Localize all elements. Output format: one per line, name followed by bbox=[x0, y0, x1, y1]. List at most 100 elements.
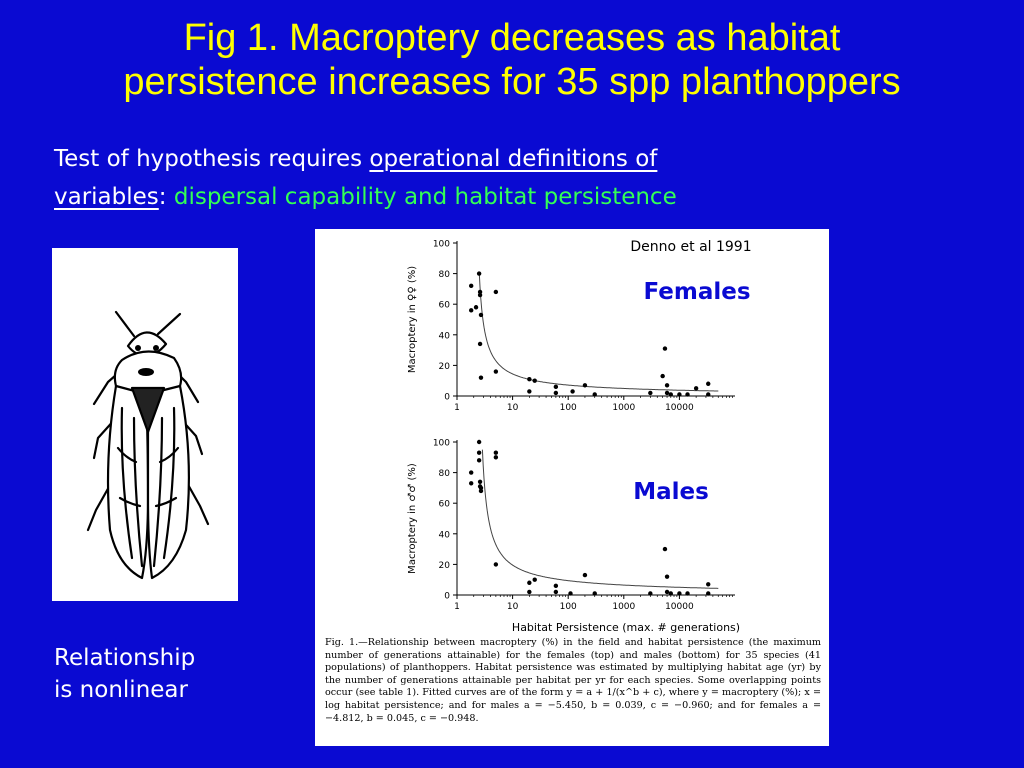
data-point-males bbox=[664, 589, 670, 595]
left-caption: Relationship is nonlinear bbox=[54, 642, 195, 706]
data-point-females bbox=[477, 341, 483, 347]
fitted-curve-males bbox=[481, 449, 719, 589]
data-point-males bbox=[648, 591, 653, 596]
data-point-females bbox=[527, 389, 532, 394]
data-point-females bbox=[706, 381, 711, 386]
y-axis-label-males: Macroptery in ♂♂ (%) bbox=[407, 463, 418, 574]
data-point-females bbox=[493, 289, 499, 295]
y-tick-label-males: 60 bbox=[439, 500, 451, 510]
fitted-curve-females bbox=[478, 271, 719, 392]
data-point-males bbox=[478, 488, 484, 494]
data-point-females bbox=[693, 386, 699, 391]
scatter-chart: Denno et al 1991FemalesMales020406080100… bbox=[407, 239, 752, 634]
figure-citation: Denno et al 1991 bbox=[630, 239, 751, 255]
data-point-males bbox=[493, 455, 499, 460]
y-tick-label-females: 60 bbox=[439, 301, 451, 311]
data-point-females bbox=[468, 283, 474, 289]
intro-colon: : bbox=[158, 184, 167, 210]
x-tick-label-females: 10 bbox=[507, 403, 519, 413]
data-point-females bbox=[570, 389, 575, 394]
data-point-males bbox=[568, 591, 573, 596]
data-point-males bbox=[493, 450, 499, 455]
intro-underlined-2: variables bbox=[54, 184, 159, 210]
x-axis-label-males: Habitat Persistence (max. # generations) bbox=[512, 621, 740, 634]
left-caption-line-2: is nonlinear bbox=[54, 677, 188, 703]
x-tick-label-females: 100 bbox=[560, 403, 577, 413]
y-tick-label-females: 80 bbox=[439, 270, 451, 280]
intro-green: dispersal capability and habitat persist… bbox=[166, 184, 677, 210]
data-point-females bbox=[668, 392, 673, 397]
data-point-females bbox=[478, 375, 484, 380]
x-tick-label-males: 10 bbox=[507, 602, 519, 612]
data-point-males bbox=[476, 458, 482, 463]
y-tick-label-males: 100 bbox=[433, 439, 450, 449]
x-tick-label-males: 100 bbox=[560, 602, 577, 612]
data-point-females bbox=[477, 292, 483, 298]
data-point-males bbox=[553, 589, 559, 595]
data-point-males bbox=[592, 591, 597, 596]
data-point-females bbox=[582, 383, 588, 388]
data-point-males bbox=[493, 562, 499, 567]
data-point-males bbox=[476, 439, 482, 445]
x-tick-label-males: 1 bbox=[454, 602, 460, 612]
data-point-females bbox=[677, 392, 682, 397]
data-point-females bbox=[477, 289, 483, 295]
y-tick-label-females: 0 bbox=[444, 393, 450, 403]
y-tick-label-males: 80 bbox=[439, 469, 451, 479]
intro-text: Test of hypothesis requires operational … bbox=[54, 140, 954, 216]
data-point-males bbox=[477, 479, 483, 484]
data-point-females bbox=[478, 312, 484, 318]
data-point-females bbox=[553, 384, 559, 390]
data-point-males bbox=[668, 591, 673, 596]
data-point-males bbox=[527, 589, 532, 595]
data-point-females bbox=[476, 271, 482, 276]
title-line-2: persistence increases for 35 spp plantho… bbox=[123, 61, 901, 103]
insect-image bbox=[52, 248, 238, 601]
y-tick-label-females: 40 bbox=[439, 331, 451, 341]
data-point-females bbox=[468, 308, 474, 313]
y-axis-label-females: Macroptery in ♀♀ (%) bbox=[407, 266, 418, 373]
data-point-females bbox=[662, 346, 668, 351]
data-point-females bbox=[706, 392, 711, 397]
slide-title: Fig 1. Macroptery decreases as habitat p… bbox=[0, 16, 1024, 104]
data-point-males bbox=[662, 546, 668, 552]
data-point-males bbox=[478, 485, 484, 491]
panel-label-males: Males bbox=[633, 479, 709, 505]
data-point-females bbox=[664, 383, 670, 388]
planthopper-drawing-icon bbox=[86, 310, 210, 580]
panel-label-females: Females bbox=[643, 279, 750, 305]
x-tick-label-females: 10000 bbox=[665, 403, 694, 413]
data-point-males bbox=[664, 574, 670, 579]
data-point-females bbox=[532, 378, 537, 383]
left-caption-line-1: Relationship bbox=[54, 645, 196, 671]
data-point-females bbox=[592, 392, 597, 397]
data-point-females bbox=[685, 392, 690, 397]
data-point-males bbox=[468, 470, 474, 475]
x-tick-label-females: 1000 bbox=[612, 403, 635, 413]
data-point-females bbox=[527, 376, 532, 382]
x-tick-label-males: 10000 bbox=[665, 602, 694, 612]
figure-caption: Fig. 1.—Relationship between macroptery … bbox=[325, 637, 821, 724]
data-point-females bbox=[473, 305, 479, 310]
y-tick-label-females: 20 bbox=[439, 362, 451, 372]
data-point-females bbox=[493, 369, 499, 374]
data-point-males bbox=[706, 582, 711, 587]
data-point-males bbox=[685, 591, 690, 596]
data-point-males bbox=[553, 583, 559, 589]
data-point-males bbox=[532, 577, 537, 582]
data-point-males bbox=[468, 481, 474, 486]
data-point-males bbox=[527, 580, 532, 585]
x-tick-label-females: 1 bbox=[454, 403, 460, 413]
data-point-females bbox=[648, 390, 653, 396]
intro-underlined-1: operational definitions of bbox=[369, 146, 658, 172]
title-line-1: Fig 1. Macroptery decreases as habitat bbox=[183, 17, 841, 59]
data-point-females bbox=[664, 390, 670, 396]
y-tick-label-males: 0 bbox=[444, 592, 450, 602]
x-tick-label-males: 1000 bbox=[612, 602, 635, 612]
data-point-males bbox=[677, 591, 682, 596]
data-point-females bbox=[660, 373, 665, 379]
intro-plain: Test of hypothesis requires bbox=[54, 146, 370, 172]
data-point-males bbox=[476, 450, 482, 455]
y-tick-label-males: 20 bbox=[439, 561, 451, 571]
data-point-females bbox=[553, 390, 559, 396]
